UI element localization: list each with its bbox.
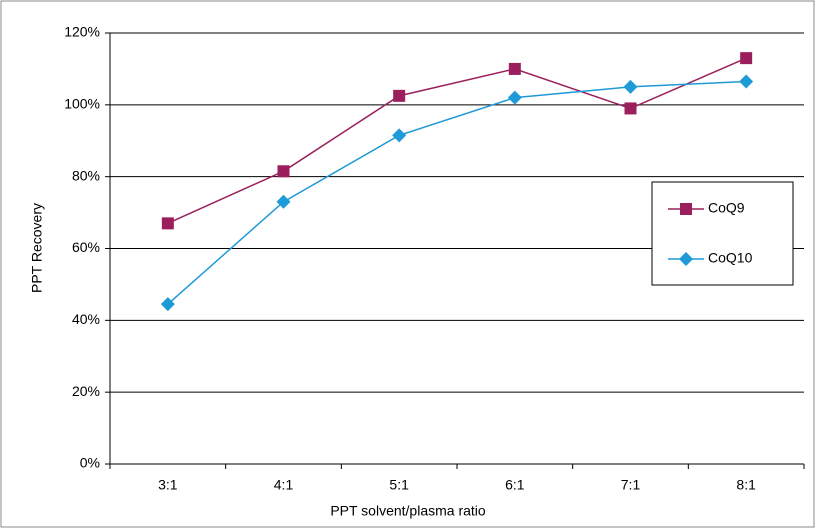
y-tick-label: 20% (72, 383, 100, 399)
legend-marker (679, 252, 693, 266)
data-point (392, 128, 407, 143)
legend-marker (680, 203, 692, 215)
series-line (167, 57, 747, 225)
x-tick-label: 7:1 (621, 477, 641, 493)
y-tick-label: 100% (64, 96, 100, 112)
x-axis-title: PPT solvent/plasma ratio (330, 503, 486, 519)
legend-label: CoQ10 (708, 250, 753, 266)
x-tick-label: 5:1 (389, 477, 409, 493)
x-tick-label: 8:1 (736, 477, 756, 493)
data-point (160, 297, 175, 312)
data-point (623, 79, 638, 94)
legend-box (651, 181, 794, 286)
data-point (276, 194, 291, 209)
data-point (393, 89, 406, 102)
data-point (277, 165, 290, 178)
data-point (507, 90, 522, 105)
series-line (167, 80, 747, 305)
x-tick-label: 4:1 (274, 477, 294, 493)
y-tick-label: 80% (72, 167, 100, 183)
y-tick-label: 0% (80, 455, 100, 471)
legend-label: CoQ9 (708, 200, 745, 216)
data-point (624, 102, 637, 115)
x-tick-label: 3:1 (158, 477, 178, 493)
y-tick-label: 40% (72, 311, 100, 327)
data-point (161, 217, 174, 230)
y-tick-label: 120% (64, 24, 100, 40)
data-point (740, 52, 753, 65)
y-axis-title: PPT Recovery (29, 203, 45, 293)
data-point (739, 74, 754, 89)
y-tick-label: 60% (72, 239, 100, 255)
data-point (508, 62, 521, 75)
x-tick-label: 6:1 (505, 477, 525, 493)
